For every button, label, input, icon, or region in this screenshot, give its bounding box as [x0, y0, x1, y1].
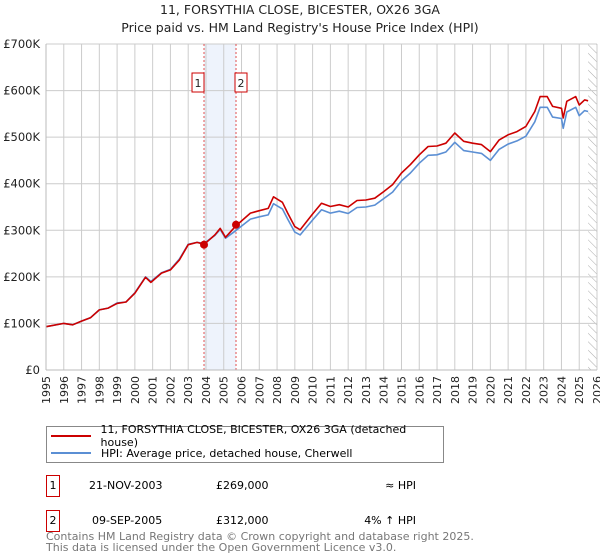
x-tick-label: 2004 — [200, 376, 213, 404]
sale-point — [232, 220, 241, 229]
sale-marker-badge — [191, 72, 205, 93]
legend-item-property: 11, FORSYTHIA CLOSE, BICESTER, OX26 3GA … — [51, 423, 443, 449]
x-tick-label: 2023 — [538, 376, 551, 404]
x-tick-label: 2008 — [271, 376, 284, 404]
x-tick-label: 1998 — [93, 376, 106, 404]
x-tick-label: 2007 — [253, 376, 266, 404]
transaction-price: £269,000 — [216, 479, 269, 492]
transaction-date: 21-NOV-2003 — [89, 479, 163, 492]
chart-title: 11, FORSYTHIA CLOSE, BICESTER, OX26 3GA — [160, 2, 440, 17]
legend-swatch-blue — [51, 452, 91, 454]
x-tick-label: 2019 — [467, 376, 480, 404]
x-tick-label: 2020 — [484, 376, 497, 404]
chart-subtitle: Price paid vs. HM Land Registry's House … — [121, 20, 479, 35]
x-tick-label: 1997 — [76, 376, 89, 404]
transaction-hpi: ≈ HPI — [385, 479, 416, 492]
transaction-badge: 1 — [46, 475, 60, 497]
hpi-line — [45, 106, 589, 328]
x-tick-label: 2014 — [378, 376, 391, 404]
transaction-date: 09-SEP-2005 — [92, 514, 163, 527]
x-tick-label: 2017 — [431, 376, 444, 404]
x-tick-label: 2000 — [129, 376, 142, 404]
transaction-row: 2 09-SEP-2005 £312,000 4% ↑ HPI — [46, 510, 546, 532]
x-tick-label: 2012 — [342, 376, 355, 404]
sale-marker-label: 1 — [195, 77, 202, 90]
x-tick-label: 1996 — [58, 376, 71, 404]
x-tick-label: 2024 — [555, 376, 568, 404]
footer-license: This data is licensed under the Open Gov… — [46, 541, 397, 554]
x-tick-label: 2011 — [324, 376, 337, 404]
legend: 11, FORSYTHIA CLOSE, BICESTER, OX26 3GA … — [46, 423, 444, 463]
sale-period-shading — [204, 44, 237, 370]
x-tick-label: 2016 — [413, 376, 426, 404]
x-tick-label: 2021 — [502, 376, 515, 404]
property-price-line — [45, 95, 589, 328]
y-tick-label: £600K — [3, 84, 40, 98]
transaction-hpi: 4% ↑ HPI — [364, 514, 416, 527]
transaction-badge: 2 — [46, 510, 60, 532]
x-tick-label: 1995 — [40, 376, 53, 404]
legend-label: HPI: Average price, detached house, Cher… — [101, 446, 353, 460]
sale-marker-badge — [234, 72, 248, 93]
x-tick-label: 2022 — [520, 376, 533, 404]
x-tick-label: 2015 — [395, 376, 408, 404]
sale-point — [200, 240, 209, 249]
x-tick-label: 2003 — [182, 376, 195, 404]
y-tick-label: £200K — [3, 270, 40, 284]
transaction-row: 1 21-NOV-2003 £269,000 ≈ HPI — [46, 475, 546, 497]
y-tick-label: £0 — [25, 363, 40, 377]
y-tick-label: £500K — [3, 130, 40, 144]
x-tick-label: 2009 — [289, 376, 302, 404]
price-chart: 1995 1996 1997 1998 1999 2000 2001 2002 2003 2004… — [3, 37, 600, 404]
x-tick-label: 2001 — [147, 376, 160, 404]
y-tick-label: £300K — [3, 223, 40, 237]
x-tick-label: 2013 — [360, 376, 373, 404]
x-tick-label: 2018 — [449, 376, 462, 404]
legend-swatch-red — [51, 435, 91, 437]
x-tick-label: 2010 — [307, 376, 320, 404]
forecast-hatch — [588, 44, 597, 370]
x-tick-label: 2025 — [573, 376, 586, 404]
legend-label: 11, FORSYTHIA CLOSE, BICESTER, OX26 3GA … — [100, 423, 407, 449]
y-tick-label: £700K — [3, 37, 40, 51]
y-tick-label: £100K — [3, 316, 40, 330]
x-tick-label: 2002 — [164, 376, 177, 404]
sale-marker-label: 2 — [238, 77, 245, 90]
x-tick-label: 2005 — [218, 376, 231, 404]
footer-copyright: Contains HM Land Registry data © Crown c… — [46, 530, 474, 543]
x-tick-label: 1999 — [111, 376, 124, 404]
x-tick-label: 2006 — [236, 376, 249, 404]
legend-item-hpi: HPI: Average price, detached house, Cher… — [51, 445, 352, 461]
transaction-price: £312,000 — [216, 514, 269, 527]
y-tick-label: £400K — [3, 177, 40, 191]
x-tick-label: 2026 — [591, 376, 600, 404]
